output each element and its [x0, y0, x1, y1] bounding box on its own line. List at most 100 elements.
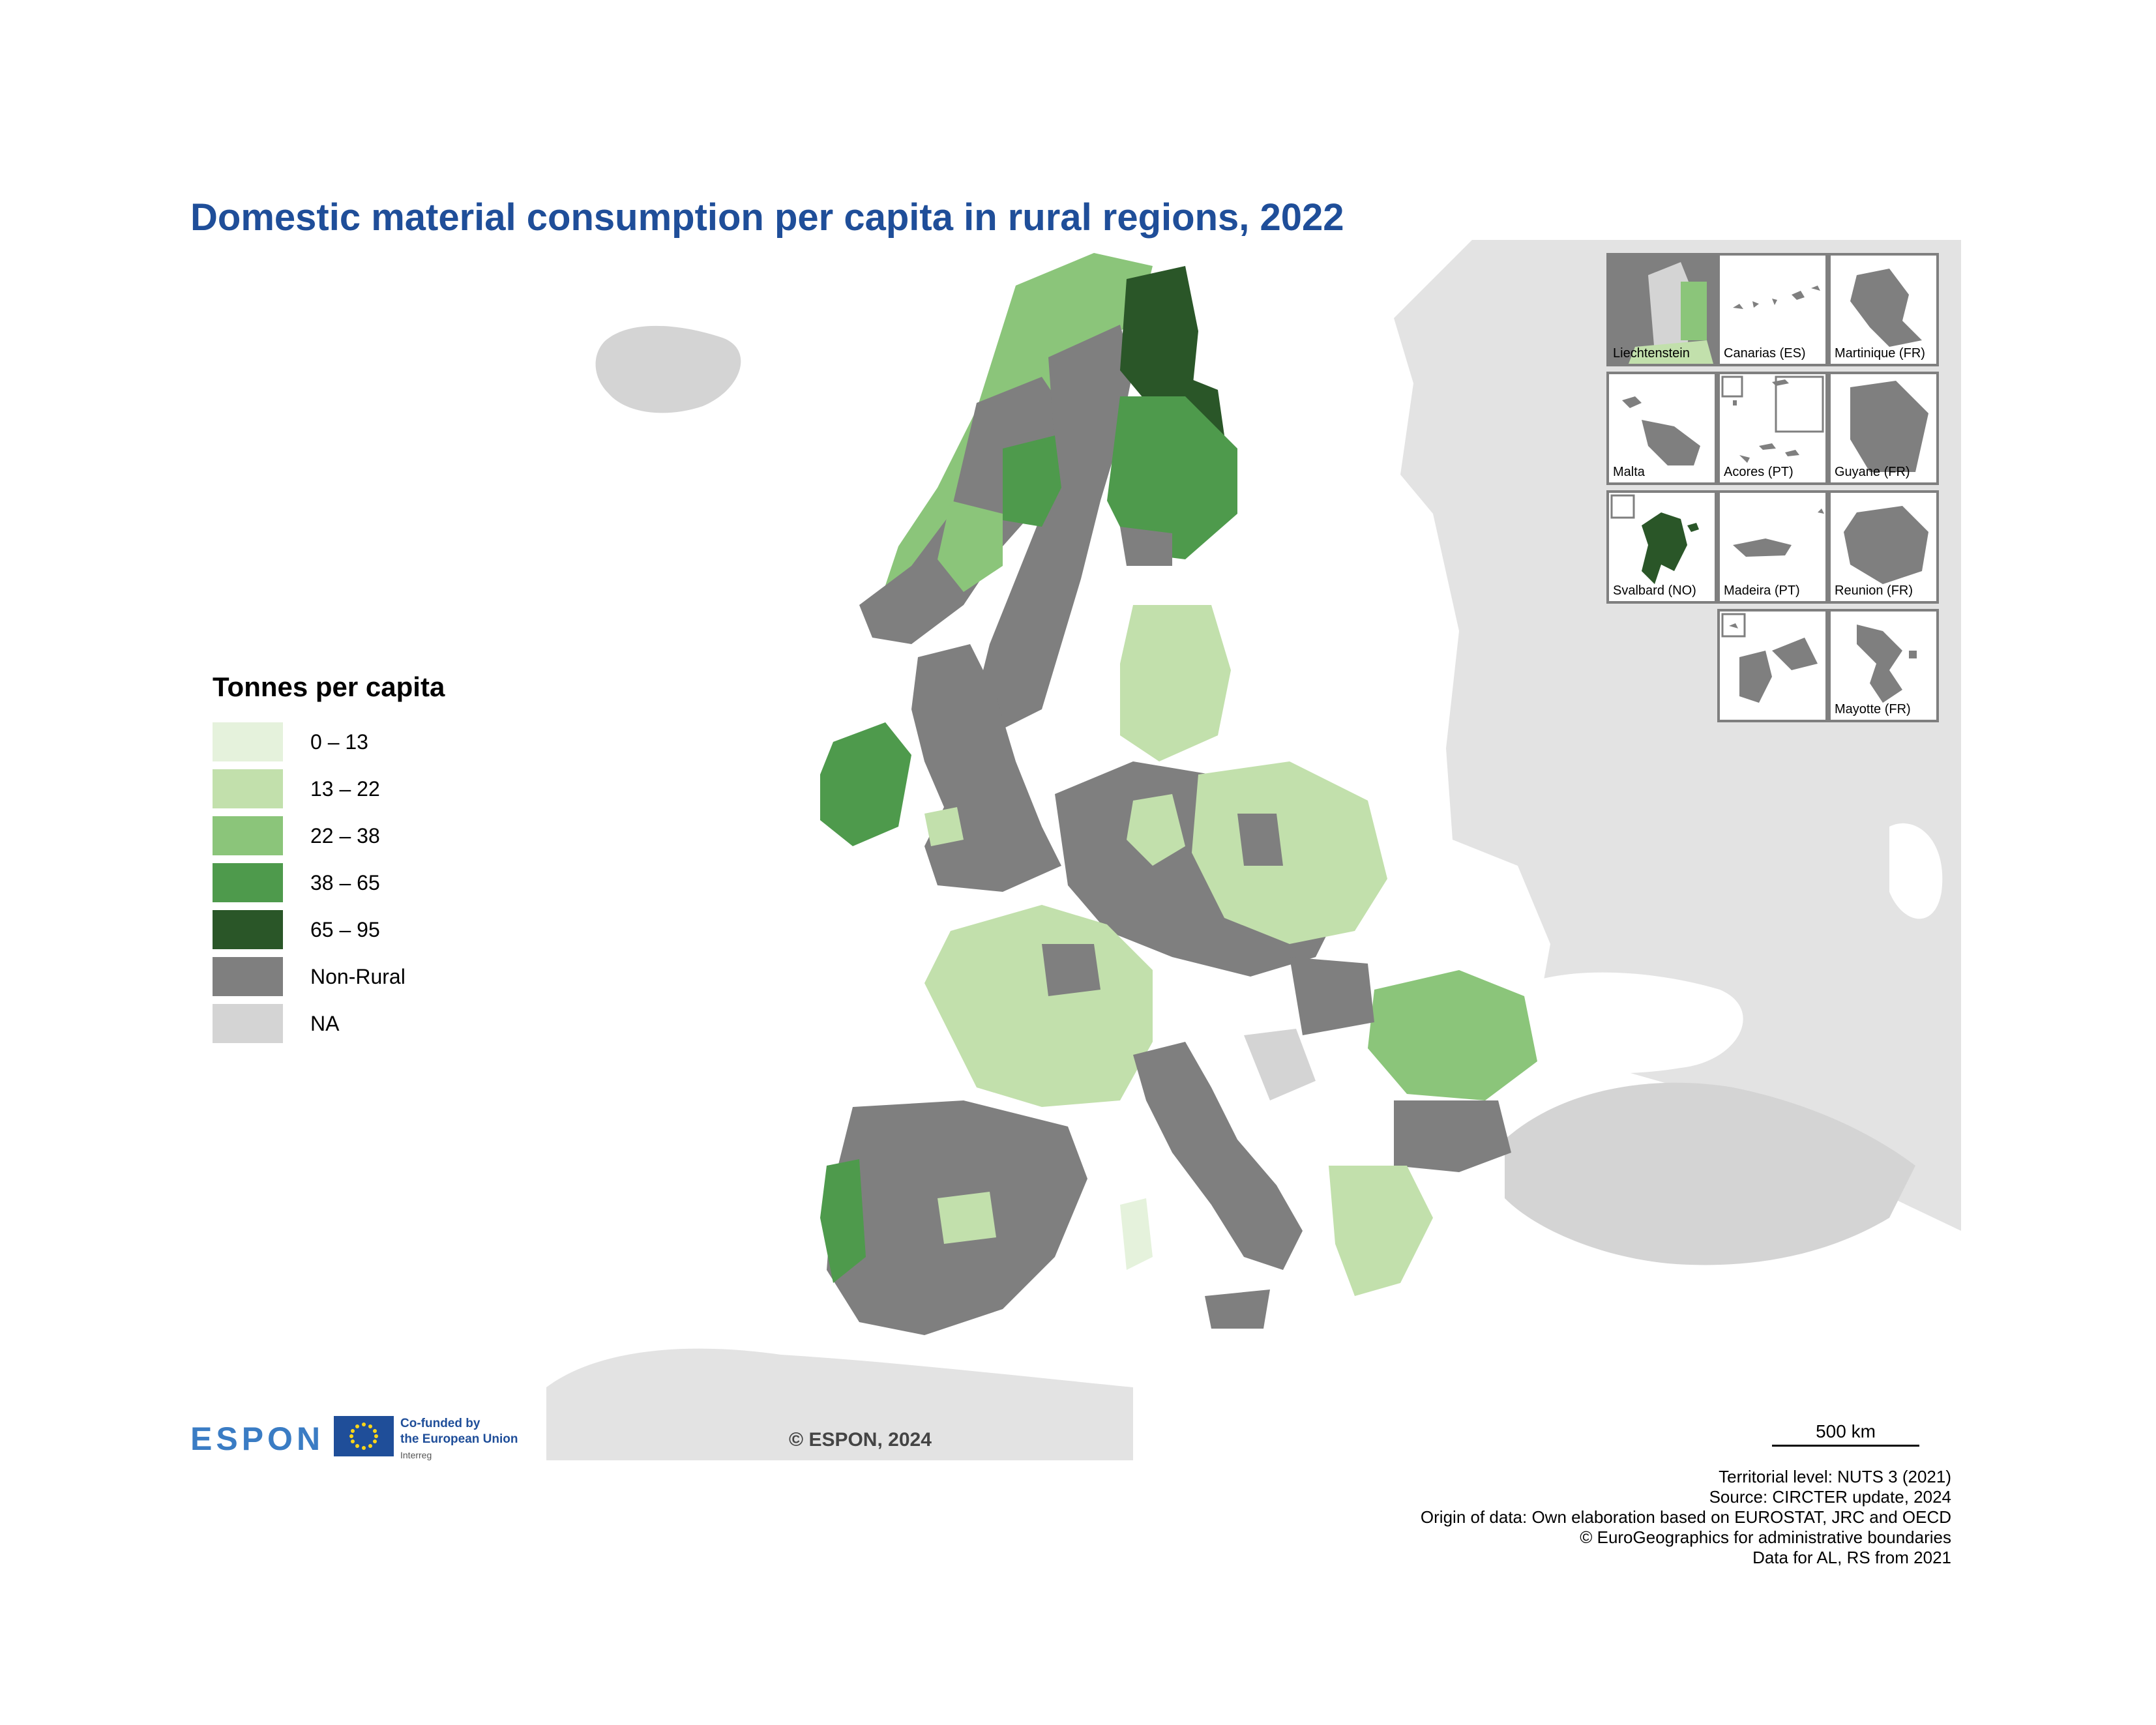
region-baltics — [1120, 605, 1231, 761]
region-black-sea — [1506, 972, 1743, 1074]
region-hungary — [1290, 957, 1374, 1035]
mayotte-shape — [1857, 625, 1917, 703]
legend-label: NA — [310, 1012, 340, 1035]
legend-swatch — [213, 722, 283, 761]
liechtenstein-shape — [1609, 256, 1715, 364]
malta-shape — [1622, 396, 1700, 465]
inset-acores: Acores (PT) — [1717, 372, 1828, 485]
footer-line: © EuroGeographics for administrative bou… — [1580, 1527, 1951, 1547]
footer-notes: Territorial level: NUTS 3 (2021) Source:… — [1421, 1467, 1951, 1568]
martinique-shape — [1850, 269, 1922, 347]
region-sardinia — [1120, 1198, 1153, 1270]
region-bosnia — [1244, 1029, 1316, 1100]
legend-label: 13 – 22 — [310, 777, 380, 801]
inset-malta: Malta — [1606, 372, 1717, 485]
legend-item: 0 – 13 — [213, 722, 486, 769]
inset-label: Reunion (FR) — [1835, 583, 1913, 598]
inset-mayotte: Mayotte (FR) — [1828, 609, 1939, 722]
inset-svalbard: Svalbard (NO) — [1606, 490, 1717, 604]
legend-swatch — [213, 863, 283, 902]
inset-canarias: Canarias (ES) — [1717, 253, 1828, 366]
inset-label: Mayotte (FR) — [1835, 702, 1911, 716]
scale-line — [1772, 1445, 1919, 1447]
inset-label: Guyane (FR) — [1835, 465, 1910, 479]
eu-cofunded-text: Co-funded by the European Union Interreg — [400, 1416, 518, 1463]
inset-reunion: Reunion (FR) — [1828, 490, 1939, 604]
inset-guyane: Guyane (FR) — [1828, 372, 1939, 485]
legend-item: NA — [213, 1004, 486, 1051]
eu-line2: the European Union — [400, 1432, 518, 1446]
guadeloupe-shape — [1721, 613, 1818, 703]
region-bulgaria — [1394, 1100, 1511, 1172]
inset-label: Martinique (FR) — [1835, 346, 1925, 361]
legend-swatch — [213, 957, 283, 996]
region-italy — [1133, 1042, 1303, 1270]
canarias-shape — [1733, 286, 1820, 309]
region-france-urban — [1042, 944, 1100, 996]
eu-flag-icon — [334, 1416, 394, 1456]
legend-swatch — [213, 1004, 283, 1043]
region-greece — [1329, 1166, 1433, 1296]
legend-item: Non-Rural — [213, 957, 486, 1004]
legend-swatch — [213, 769, 283, 808]
map-title: Domestic material consumption per capita… — [190, 196, 1344, 239]
region-sweden-mid — [938, 501, 1003, 592]
region-finland-lapland — [1120, 266, 1198, 409]
region-sweden-jamtland — [1003, 435, 1061, 527]
eu-stars — [349, 1423, 378, 1450]
legend-swatch — [213, 910, 283, 949]
legend: Tonnes per capita 0 – 13 13 – 22 22 – 38… — [213, 671, 486, 1051]
region-caspian-area — [1889, 823, 1943, 919]
region-finland-central — [1107, 396, 1237, 559]
legend-item: 22 – 38 — [213, 816, 486, 863]
inset-label: Acores (PT) — [1724, 465, 1794, 479]
scale-bar: 500 km — [1772, 1421, 1919, 1447]
region-sweden — [977, 325, 1133, 729]
region-iceland — [595, 325, 741, 413]
inset-madeira: Madeira (PT) — [1717, 490, 1828, 604]
eu-line3: Interreg — [400, 1450, 432, 1460]
footer-line: Source: CIRCTER update, 2024 — [1709, 1487, 1951, 1507]
inset-label: Liechtenstein — [1613, 346, 1690, 361]
legend-label: Non-Rural — [310, 965, 406, 988]
guyane-shape — [1850, 381, 1928, 472]
legend-label: 22 – 38 — [310, 824, 380, 848]
legend-item: 65 – 95 — [213, 910, 486, 957]
region-north-africa — [546, 1348, 1133, 1460]
acores-shape — [1721, 376, 1824, 463]
inset-martinique: Martinique (FR) — [1828, 253, 1939, 366]
region-russia-east — [1394, 240, 1961, 1231]
region-germany-rural — [1127, 794, 1185, 866]
inset-label: Madeira (PT) — [1724, 583, 1800, 598]
region-spain-rural — [938, 1192, 996, 1244]
legend-item: 38 – 65 — [213, 863, 486, 910]
legend-label: 65 – 95 — [310, 918, 380, 941]
region-uk-wales — [924, 807, 964, 846]
region-finland-south — [1120, 527, 1172, 566]
eu-line1: Co-funded by — [400, 1417, 480, 1430]
inset-label: Canarias (ES) — [1724, 346, 1806, 361]
espon-logo: ESPON — [190, 1421, 325, 1457]
reunion-shape — [1844, 506, 1928, 584]
legend-swatch — [213, 816, 283, 855]
madeira-shape — [1733, 509, 1824, 557]
inset-liechtenstein: Liechtenstein — [1606, 253, 1717, 366]
region-romania — [1368, 970, 1537, 1100]
region-ireland — [820, 722, 911, 846]
inset-label: Malta — [1613, 465, 1645, 479]
legend-label: 38 – 65 — [310, 871, 380, 894]
region-sicily — [1205, 1290, 1270, 1329]
region-turkey — [1505, 1082, 1915, 1265]
scale-label: 500 km — [1816, 1421, 1876, 1441]
legend-label: 0 – 13 — [310, 730, 368, 754]
legend-item: 13 – 22 — [213, 769, 486, 816]
copyright-espon: © ESPON, 2024 — [789, 1429, 932, 1451]
region-poland-urban — [1237, 814, 1283, 866]
inset-label: Svalbard (NO) — [1613, 583, 1696, 598]
svalbard-shape — [1610, 494, 1699, 584]
region-portugal-coast — [820, 1159, 866, 1283]
inset-guadeloupe — [1717, 609, 1828, 722]
footer-line: Origin of data: Own elaboration based on… — [1420, 1507, 1951, 1527]
region-poland — [1192, 761, 1387, 944]
legend-title: Tonnes per capita — [213, 671, 445, 702]
